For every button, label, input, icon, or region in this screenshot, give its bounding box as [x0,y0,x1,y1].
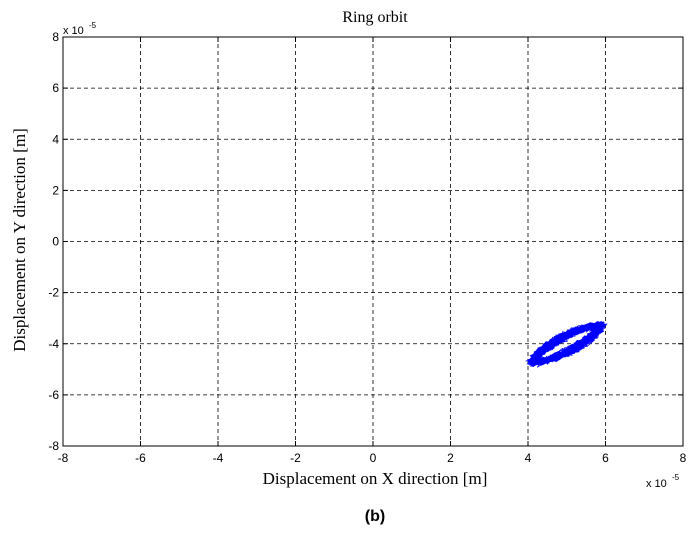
y-axis-multiplier: x 10 -5 [63,21,97,37]
orbit-trace [525,320,608,368]
axis-ticks [62,36,684,447]
y-tick-label: -8 [48,439,59,453]
x-tick-label: 2 [447,451,454,465]
x-tick-label: -2 [290,451,301,465]
tick-labels: -8 -6 -4 -2 0 2 4 6 8 -8 -6 -4 -2 0 2 4 6 8 [48,30,686,465]
y-tick-label: -6 [48,388,59,402]
y-tick-label: -4 [48,337,59,351]
x-tick-label: 6 [602,451,609,465]
y-axis-label: Displacement on Y direction [m] [10,128,29,351]
x-tick-label: 8 [680,451,687,465]
x-tick-label: 4 [525,451,532,465]
x-multiplier-base: x 10 [646,478,667,490]
y-tick-label: 2 [52,183,59,197]
y-tick-label: 8 [52,30,59,44]
y-multiplier-base: x 10 [63,25,84,37]
x-multiplier-exponent: -5 [672,473,680,482]
y-multiplier-exponent: -5 [89,21,97,30]
x-tick-label: 0 [370,451,377,465]
x-tick-label: -4 [213,451,224,465]
y-tick-label: 4 [52,132,59,146]
y-tick-label: 6 [52,81,59,95]
x-axis-label: Displacement on X direction [m] [263,469,488,488]
x-tick-label: -8 [58,451,69,465]
y-tick-label: 0 [52,235,59,249]
orbit-line [525,320,608,368]
y-tick-label: -2 [48,286,59,300]
x-tick-label: -6 [135,451,146,465]
x-axis-multiplier: x 10 -5 [646,473,680,490]
chart-title: Ring orbit [342,9,408,26]
figure-caption: (b) [365,508,385,525]
grid-lines [63,37,683,446]
